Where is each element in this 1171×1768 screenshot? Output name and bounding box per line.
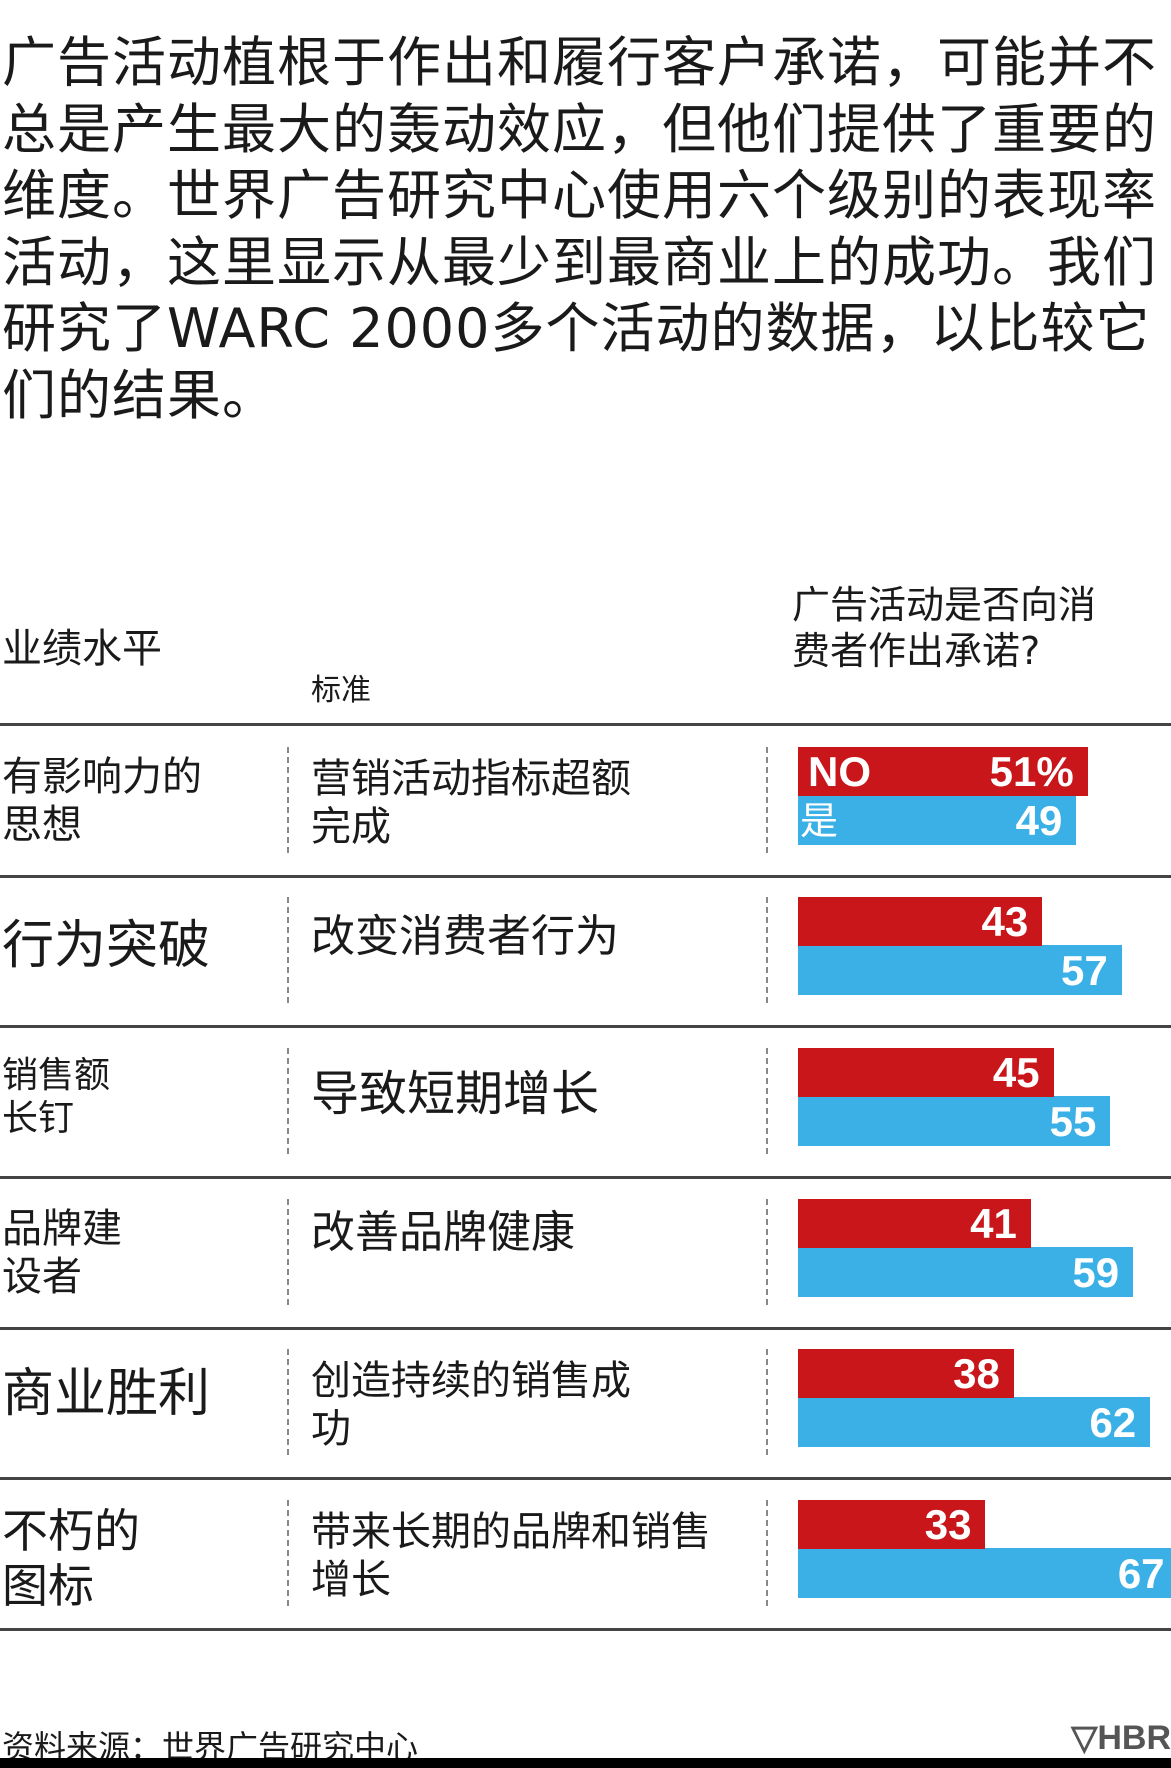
bar-yes: 59 [798, 1247, 1134, 1297]
column-divider [766, 1199, 768, 1305]
table-row: 不朽的图标 带来长期的品牌和销售增长 67 33 [0, 1478, 1171, 1628]
table-row: 品牌建设者 改善品牌健康 59 41 [0, 1177, 1171, 1327]
column-divider [766, 1349, 768, 1455]
row-rule [0, 1176, 1171, 1179]
bar-no-value: 38 [953, 1350, 1000, 1397]
column-divider [766, 1500, 768, 1606]
bar-no-value: 51% [989, 748, 1074, 795]
hbr-logo: ▽HBR [1071, 1719, 1171, 1757]
level-label: 不朽的图标 [2, 1504, 140, 1614]
criteria-label: 改变消费者行为 [311, 911, 619, 962]
criteria-label: 带来长期的品牌和销售增长 [311, 1509, 711, 1603]
column-divider [287, 1199, 289, 1305]
column-divider [766, 897, 768, 1003]
bar-yes: 57 [798, 945, 1122, 995]
level-label: 销售额长钉 [2, 1055, 111, 1140]
column-divider [766, 1048, 768, 1154]
bar-yes-value: 62 [1089, 1399, 1137, 1446]
row-rule [0, 1477, 1171, 1480]
legend-yes-label: 是 [800, 799, 839, 843]
table-row: 行为突破 改变消费者行为 57 43 [0, 875, 1171, 1025]
bar-yes: 49 是 [798, 795, 1077, 845]
bar-yes-value: 57 [1061, 947, 1108, 994]
criteria-label: 改善品牌健康 [311, 1207, 575, 1258]
bar-yes: 55 [798, 1096, 1111, 1146]
column-divider [287, 1048, 289, 1154]
bar-no: 43 [798, 897, 1043, 946]
row-rule [0, 1628, 1171, 1631]
bar-no: 51% NO [798, 747, 1088, 796]
bar-no: 33 [798, 1500, 986, 1549]
bar-yes: 67 [798, 1548, 1171, 1598]
column-divider [287, 897, 289, 1003]
bar-yes-value: 67 [1117, 1550, 1165, 1597]
bottom-bar [0, 1758, 1171, 1768]
level-label: 有影响力的思想 [2, 754, 202, 848]
criteria-label: 营销活动指标超额完成 [311, 756, 631, 850]
legend-no-label: NO [808, 748, 871, 795]
column-divider [766, 747, 768, 853]
bar-no: 45 [798, 1048, 1054, 1097]
header-level: 业绩水平 [2, 626, 162, 672]
table-row: 销售额长钉 导致短期增长 55 45 [0, 1026, 1171, 1176]
bar-no-value: 41 [970, 1200, 1017, 1247]
bar-yes-value: 59 [1072, 1249, 1120, 1296]
bar-yes-value: 55 [1049, 1098, 1097, 1145]
column-divider [287, 747, 289, 853]
header-rule [0, 723, 1171, 726]
row-rule [0, 1025, 1171, 1028]
row-rule [0, 875, 1171, 878]
intro-text: 广告活动植根于作出和履行客户承诺，可能并不总是产生最大的轰动效应，但他们提供了重… [2, 31, 1157, 427]
table-row: 有影响力的思想 营销活动指标超额完成 49 是 51% NO [0, 725, 1171, 875]
header-question: 广告活动是否向消费者作出承诺? [792, 583, 1097, 673]
column-divider [287, 1349, 289, 1455]
bar-no: 41 [798, 1199, 1031, 1248]
level-label: 行为突破 [2, 916, 211, 976]
row-rule [0, 1327, 1171, 1330]
criteria-label: 创造持续的销售成功 [311, 1358, 631, 1452]
criteria-label: 导致短期增长 [311, 1066, 600, 1122]
bar-no-value: 33 [924, 1501, 972, 1548]
header-criteria: 标准 [311, 673, 371, 708]
bar-yes: 62 [798, 1397, 1151, 1447]
level-label: 商业胜利 [2, 1364, 211, 1424]
level-label: 品牌建设者 [2, 1206, 122, 1300]
table-row: 商业胜利 创造持续的销售成功 62 38 [0, 1327, 1171, 1477]
bar-no-value: 43 [981, 898, 1029, 945]
bar-no-value: 45 [992, 1049, 1040, 1096]
bar-yes-value: 49 [1015, 797, 1063, 844]
column-divider [287, 1500, 289, 1606]
bar-no: 38 [798, 1349, 1014, 1398]
